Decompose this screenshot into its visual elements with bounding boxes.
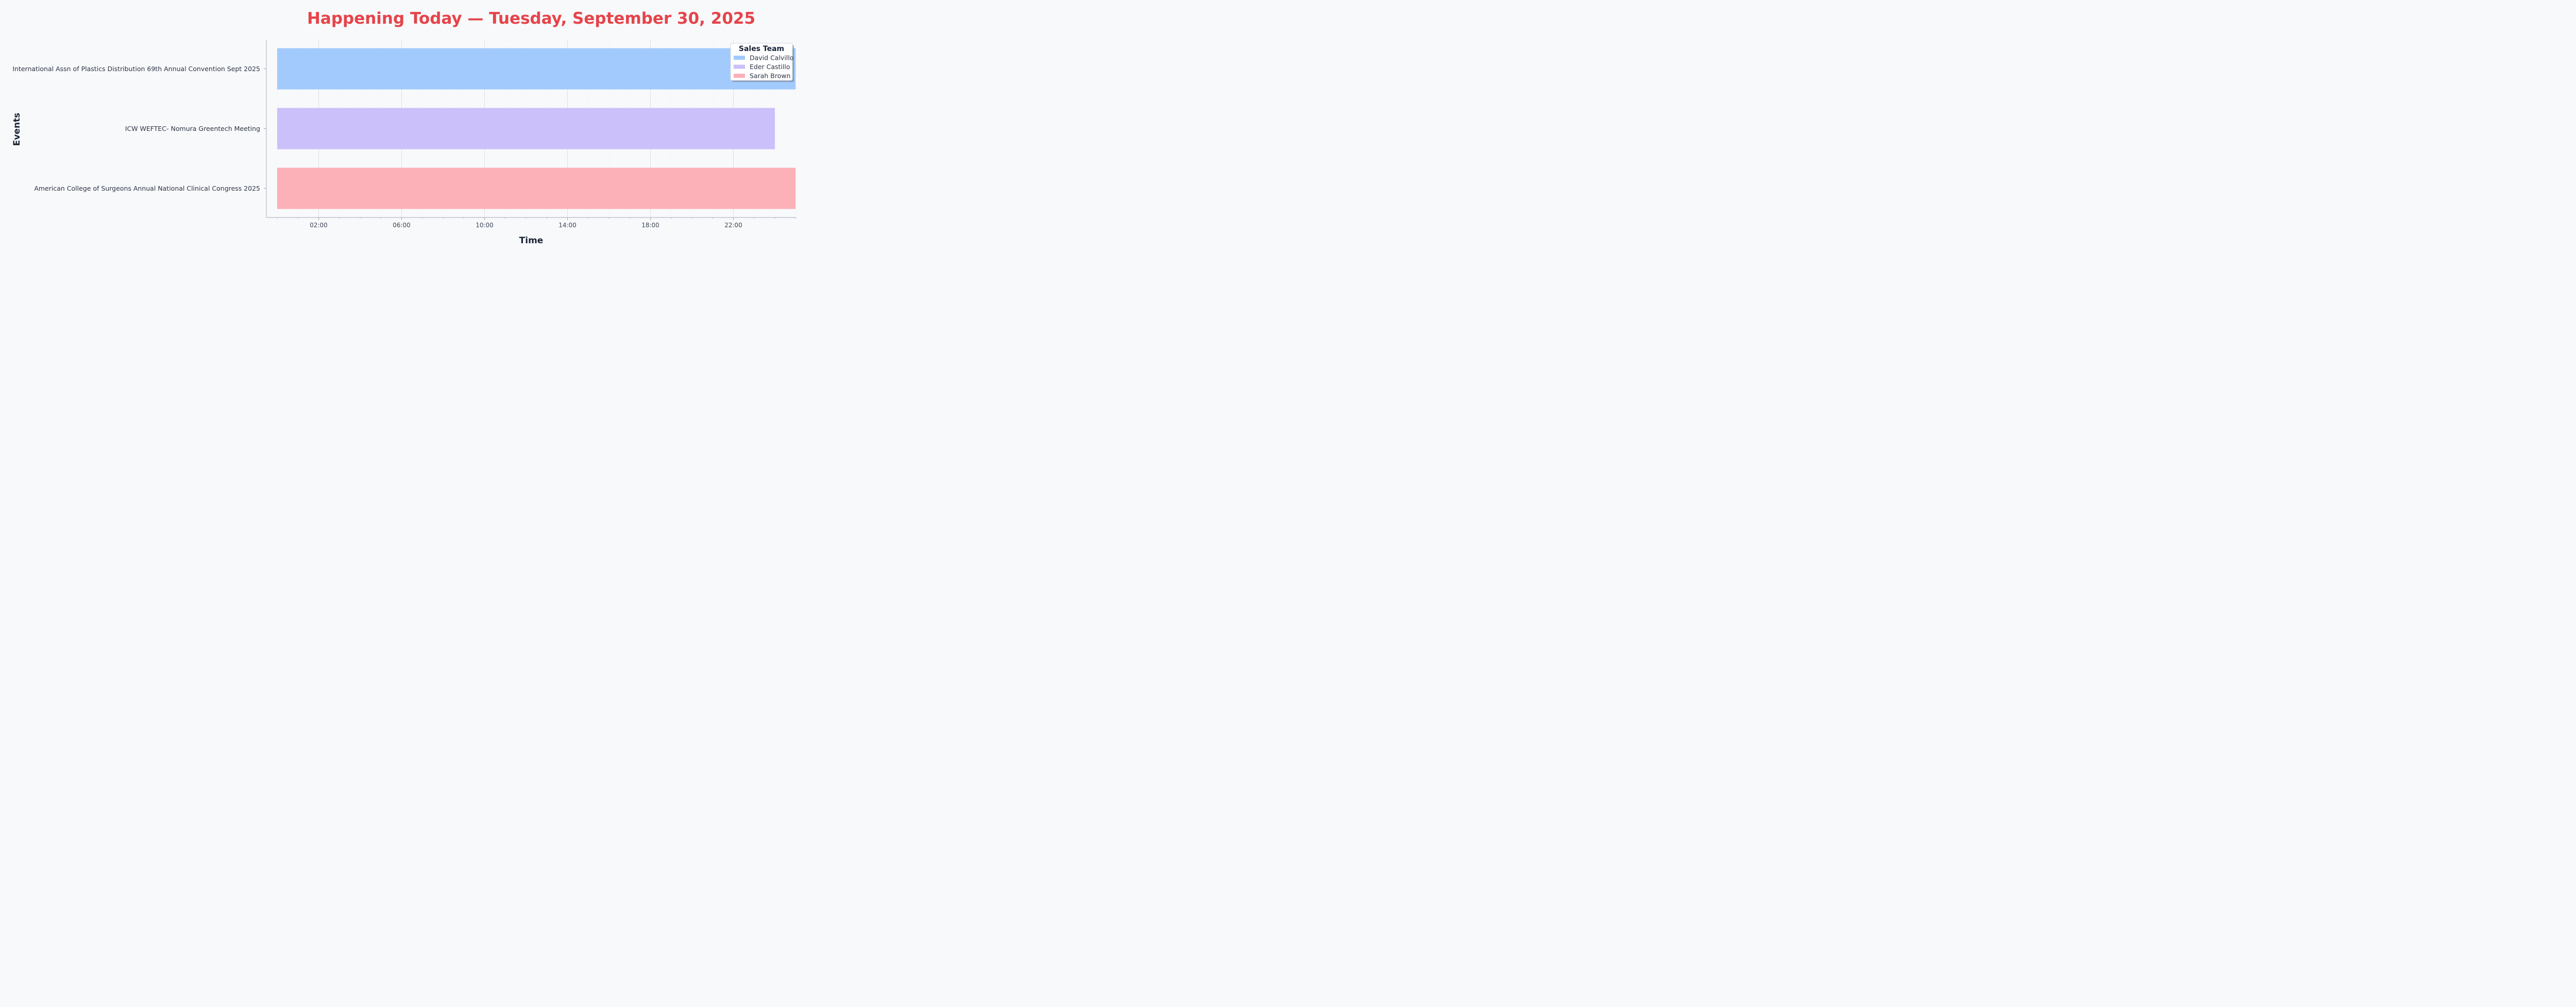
event-bar[interactable] xyxy=(277,168,795,209)
legend-label: Eder Castillo xyxy=(750,63,790,71)
y-axis-label: Events xyxy=(12,113,22,146)
x-tick-label: 18:00 xyxy=(641,222,659,229)
bars xyxy=(277,48,795,209)
legend-label: Sarah Brown xyxy=(750,72,791,80)
y-tick-label: International Assn of Plastics Distribut… xyxy=(12,65,260,73)
x-tick-label: 10:00 xyxy=(476,222,494,229)
legend-swatch xyxy=(734,56,745,60)
x-tick-label: 06:00 xyxy=(393,222,411,229)
event-bar[interactable] xyxy=(277,48,795,90)
event-bar[interactable] xyxy=(277,108,775,149)
chart-title: Happening Today — Tuesday, September 30,… xyxy=(307,9,755,28)
legend-swatch xyxy=(734,74,745,78)
x-tick-label: 22:00 xyxy=(724,222,742,229)
legend-title: Sales Team xyxy=(739,45,784,53)
legend-swatch xyxy=(734,65,745,69)
gantt-chart: Happening Today — Tuesday, September 30,… xyxy=(0,0,808,257)
x-tick-label: 14:00 xyxy=(558,222,577,229)
x-axis-label: Time xyxy=(519,236,544,246)
legend-label: David Calvillo xyxy=(750,54,793,62)
x-tick-label: 02:00 xyxy=(310,222,328,229)
y-tick-label: American College of Surgeons Annual Nati… xyxy=(34,184,260,192)
y-tick-label: ICW WEFTEC- Nomura Greentech Meeting xyxy=(125,125,260,132)
